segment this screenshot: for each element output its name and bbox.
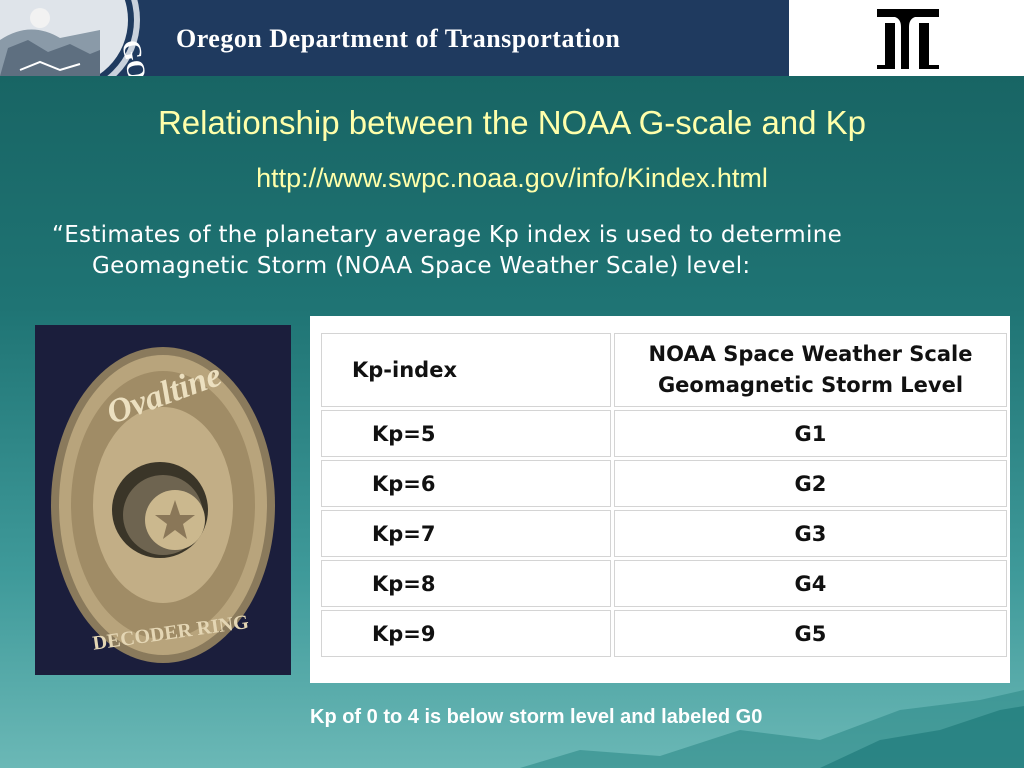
g-level: G3 <box>613 510 1007 557</box>
kp-gscale-table: Kp-index NOAA Space Weather Scale Geomag… <box>318 330 1010 660</box>
table-row: Kp=8 G4 <box>321 560 1007 607</box>
slide-title: Relationship between the NOAA G-scale an… <box>157 104 867 141</box>
source-url[interactable]: http://www.swpc.noaa.gov/info/Kindex.htm… <box>256 163 768 193</box>
table-row: Kp=5 G1 <box>321 410 1007 457</box>
kp-value: Kp=5 <box>321 410 611 457</box>
agency-name: Oregon Department of Transportation <box>176 24 621 53</box>
g-level: G1 <box>613 410 1007 457</box>
quote-text: “Estimates of the planetary average Kp i… <box>52 222 843 279</box>
logo-panel <box>789 0 1024 76</box>
kp-value: Kp=9 <box>321 610 611 657</box>
decorative-wave-graphic <box>520 690 1024 768</box>
table-row: Kp=6 G2 <box>321 460 1007 507</box>
header-scale-line-2: Geomagnetic Storm Level <box>657 373 964 397</box>
odot-logo-icon <box>877 9 939 69</box>
kp-value: Kp=7 <box>321 510 611 557</box>
kp-value: Kp=6 <box>321 460 611 507</box>
header-kp-index: Kp-index <box>321 333 611 407</box>
table-row: Kp=7 G3 <box>321 510 1007 557</box>
g-level: G2 <box>613 460 1007 507</box>
table-row: Kp=9 G5 <box>321 610 1007 657</box>
header-scale-line-1: NOAA Space Weather Scale <box>648 342 973 366</box>
oregon-state-seal-icon: GON <box>0 0 158 76</box>
footnote-text: Kp of 0 to 4 is below storm level and la… <box>310 706 763 728</box>
g-level: G4 <box>613 560 1007 607</box>
g-level: G5 <box>613 610 1007 657</box>
kp-value: Kp=8 <box>321 560 611 607</box>
header-noaa-scale: NOAA Space Weather Scale Geomagnetic Sto… <box>613 333 1007 407</box>
header-bar: GON Oregon Department of Transportation <box>0 0 1024 76</box>
table-header-row: Kp-index NOAA Space Weather Scale Geomag… <box>321 333 1007 407</box>
kp-table-panel: Kp-index NOAA Space Weather Scale Geomag… <box>310 316 1010 683</box>
decoder-ring-photo: Ovaltine DECODER RING <box>35 325 291 675</box>
